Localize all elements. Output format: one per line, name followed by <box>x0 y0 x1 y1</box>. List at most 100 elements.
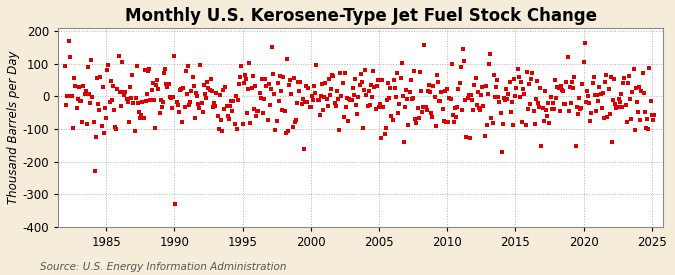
Point <box>562 55 573 59</box>
Point <box>188 84 199 88</box>
Point <box>65 94 76 98</box>
Point <box>379 132 390 137</box>
Point <box>624 74 634 78</box>
Point <box>452 105 463 109</box>
Point <box>487 120 498 125</box>
Point <box>100 106 111 111</box>
Point <box>154 111 165 115</box>
Point <box>173 110 184 114</box>
Point <box>254 91 265 95</box>
Point <box>194 106 205 110</box>
Point <box>72 97 83 102</box>
Point <box>641 126 651 130</box>
Point <box>491 78 502 82</box>
Point <box>556 88 567 92</box>
Point <box>286 92 297 96</box>
Point <box>371 83 382 88</box>
Point <box>508 123 518 127</box>
Point <box>551 96 562 100</box>
Point <box>602 115 613 120</box>
Point <box>185 99 196 104</box>
Point <box>88 120 99 125</box>
Point <box>268 72 279 77</box>
Point <box>247 74 258 79</box>
Point <box>120 90 131 94</box>
Point <box>242 111 252 115</box>
Point <box>431 73 442 78</box>
Point <box>92 75 103 80</box>
Point <box>427 115 438 119</box>
Point <box>169 54 180 58</box>
Point <box>288 76 299 80</box>
Point <box>295 80 306 84</box>
Point <box>451 114 462 119</box>
Point <box>203 86 214 90</box>
Point <box>195 63 206 67</box>
Point <box>94 108 105 112</box>
Point <box>252 109 263 113</box>
Point <box>402 97 412 102</box>
Point <box>471 103 482 107</box>
Point <box>462 96 473 100</box>
Point <box>547 101 558 105</box>
Point <box>520 123 531 128</box>
Point <box>439 88 450 93</box>
Point <box>128 101 139 105</box>
Point <box>290 120 300 124</box>
Point <box>647 113 657 117</box>
Point <box>469 83 480 87</box>
Point <box>464 135 475 140</box>
Point <box>85 101 96 106</box>
Point <box>629 128 640 132</box>
Point <box>218 87 229 92</box>
Point <box>78 84 89 89</box>
Point <box>579 40 590 45</box>
Point <box>434 98 445 103</box>
Point <box>599 115 610 120</box>
Point <box>139 67 150 72</box>
Point <box>270 127 281 132</box>
Point <box>344 97 355 101</box>
Point <box>549 107 560 111</box>
Point <box>102 68 113 72</box>
Point <box>477 85 488 89</box>
Point <box>481 123 492 127</box>
Point <box>329 100 340 105</box>
Point <box>323 103 333 108</box>
Point <box>510 94 520 98</box>
Point <box>137 100 148 104</box>
Point <box>635 117 646 122</box>
Point <box>95 75 106 79</box>
Point <box>524 102 535 106</box>
Point <box>568 86 578 91</box>
Point <box>476 93 487 97</box>
Point <box>281 57 292 62</box>
Point <box>317 82 327 86</box>
Point <box>205 77 216 81</box>
Point <box>275 74 286 78</box>
Point <box>456 64 466 69</box>
Point <box>567 80 578 84</box>
Point <box>423 89 433 93</box>
Point <box>111 126 122 131</box>
Point <box>302 100 313 104</box>
Point <box>138 115 149 120</box>
Point <box>601 73 612 77</box>
Point <box>197 109 208 114</box>
Point <box>223 116 234 121</box>
Point <box>534 105 545 109</box>
Point <box>591 109 601 114</box>
Point <box>446 62 457 67</box>
Point <box>161 82 171 87</box>
Point <box>305 105 316 109</box>
Point <box>140 99 151 104</box>
Point <box>171 100 182 105</box>
Point <box>301 84 312 88</box>
Point <box>574 107 585 112</box>
Point <box>82 65 93 69</box>
Point <box>250 113 261 118</box>
Title: Monthly U.S. Kerosene-Type Jet Fuel Stock Change: Monthly U.S. Kerosene-Type Jet Fuel Stoc… <box>124 7 597 25</box>
Point <box>463 93 474 97</box>
Point <box>135 116 146 120</box>
Point <box>243 87 254 91</box>
